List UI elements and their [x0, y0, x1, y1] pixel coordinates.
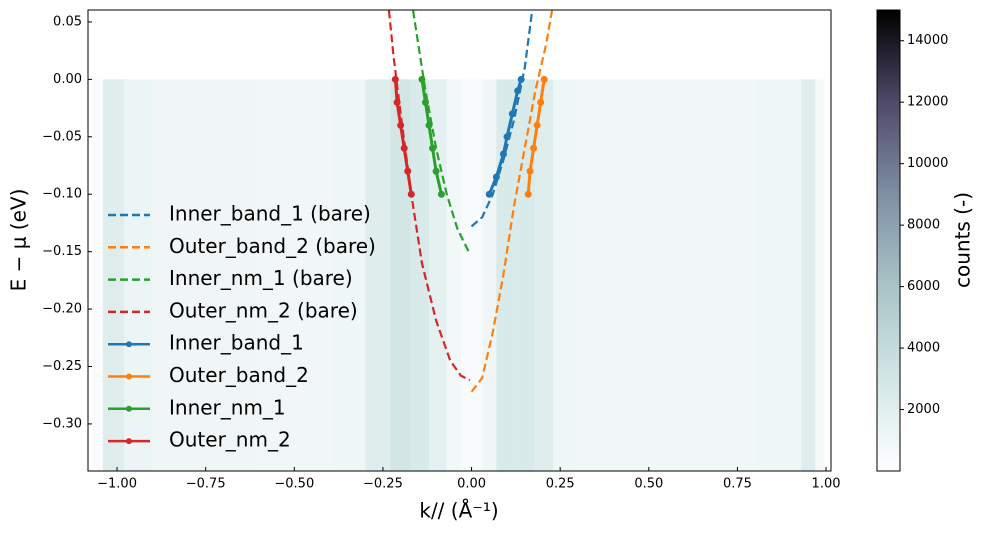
heatmap-cell	[801, 79, 816, 471]
x-tick-label: 0.25	[546, 477, 575, 492]
band-point	[429, 144, 437, 152]
band-point	[508, 110, 516, 118]
heatmap-cell	[815, 79, 825, 471]
band-point	[391, 75, 399, 83]
band-point	[404, 167, 412, 175]
legend-marker	[126, 438, 132, 445]
y-tick-label: −0.25	[42, 359, 82, 374]
y-axis-label: E − μ (eV)	[7, 189, 31, 292]
x-axis-label: k// (Å⁻¹)	[419, 499, 498, 523]
x-tick-label: 1.00	[812, 477, 841, 492]
band-point	[537, 98, 545, 106]
legend-label: Inner_nm_1 (bare)	[169, 266, 353, 290]
x-tick-label: 0.50	[634, 477, 663, 492]
y-tick-label: −0.30	[42, 416, 82, 431]
y-tick-label: −0.20	[42, 302, 82, 317]
band-point	[432, 167, 440, 175]
band-point	[421, 98, 429, 106]
colorbar-tick-label: 4000	[907, 341, 940, 356]
heatmap-cell	[535, 79, 554, 471]
heatmap-cell	[648, 79, 756, 471]
y-tick-label: −0.15	[42, 244, 82, 259]
heatmap-cell	[152, 79, 188, 471]
x-tick-label: −0.25	[363, 477, 403, 492]
heatmap-cell	[577, 79, 649, 471]
heatmap-cell	[460, 79, 483, 471]
x-tick-label: −1.00	[97, 477, 137, 492]
heatmap-cell	[102, 79, 125, 471]
x-tick-label: −0.75	[186, 477, 226, 492]
colorbar	[876, 9, 901, 472]
band-point	[407, 190, 415, 198]
band-point	[492, 173, 500, 181]
heatmap-cell	[124, 79, 153, 471]
heatmap-cell	[514, 79, 536, 471]
axes-frame	[87, 9, 832, 472]
band-point	[485, 190, 493, 198]
x-tick-label: 0.75	[723, 477, 752, 492]
legend-label: Outer_band_2	[169, 363, 309, 387]
band-line	[420, 79, 443, 195]
legend-label: Inner_band_1 (bare)	[169, 202, 371, 226]
legend-label: Outer_band_2 (bare)	[169, 234, 376, 258]
colorbar-tick-label: 8000	[907, 218, 940, 233]
legend-label: Inner_nm_1	[169, 395, 286, 419]
heatmap-cell	[92, 79, 103, 471]
y-tick-label: 0.05	[53, 14, 82, 29]
band-point	[533, 121, 541, 129]
band-point	[514, 87, 522, 95]
band-point	[400, 144, 408, 152]
heatmap-cell	[553, 79, 578, 471]
band-point	[517, 75, 525, 83]
band-line	[526, 79, 546, 195]
band-point	[499, 150, 507, 158]
band-point	[503, 133, 511, 141]
legend-label: Inner_band_1	[169, 331, 304, 355]
y-tick-label: −0.10	[42, 187, 82, 202]
x-tick-label: 0.00	[457, 477, 486, 492]
colorbar-tick-label: 10000	[907, 156, 948, 171]
band-point	[530, 144, 538, 152]
heatmap-cell	[496, 79, 515, 471]
plot-area	[92, 10, 825, 471]
colorbar-tick-label: 6000	[907, 279, 940, 294]
band-point	[540, 75, 548, 83]
heatmap-cell	[446, 79, 461, 471]
band-point	[526, 167, 534, 175]
band-point	[425, 121, 433, 129]
band-point	[393, 98, 401, 106]
band-point	[397, 121, 405, 129]
band-point	[437, 190, 445, 198]
band-point	[524, 190, 532, 198]
heatmap-cell	[187, 79, 259, 471]
band-point	[418, 75, 426, 83]
heatmap-cell	[258, 79, 330, 471]
bare-band-line	[387, 10, 471, 382]
heatmap-cell	[329, 79, 366, 471]
legend-marker	[126, 405, 132, 412]
colorbar-label: counts (-)	[951, 192, 975, 288]
band-line	[393, 79, 413, 195]
bare-band-line	[411, 10, 471, 255]
heatmap-cell	[365, 79, 391, 471]
y-tick-label: 0.00	[53, 72, 82, 87]
legend-label: Outer_nm_2 (bare)	[169, 298, 358, 322]
heatmap-cell	[482, 79, 497, 471]
y-tick-label: −0.05	[42, 129, 82, 144]
legend-marker	[126, 341, 132, 348]
colorbar-tick-label: 12000	[907, 95, 948, 110]
legend-label: Outer_nm_2	[169, 428, 291, 452]
bare-band-line	[470, 10, 534, 228]
x-tick-label: −0.50	[274, 477, 314, 492]
heatmap-cell	[390, 79, 412, 471]
bare-band-line	[470, 10, 554, 393]
colorbar-tick-label: 14000	[907, 33, 948, 48]
colorbar-tick-label: 2000	[907, 402, 940, 417]
legend-marker	[126, 373, 132, 380]
heatmap-cell	[755, 79, 802, 471]
heatmap-cell	[411, 79, 430, 471]
